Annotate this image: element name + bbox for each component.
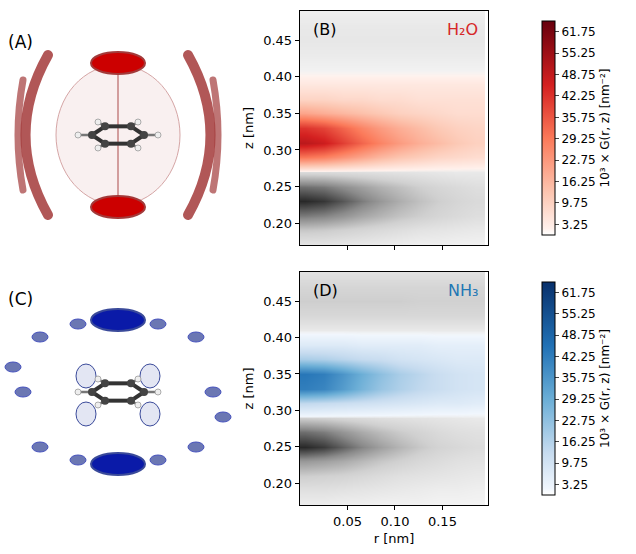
svg-text:35.75: 35.75 [561, 371, 595, 385]
svg-text:0.35: 0.35 [263, 366, 292, 381]
svg-text:35.75: 35.75 [561, 111, 595, 125]
svg-text:10³ × G(r, z) [nm⁻²]: 10³ × G(r, z) [nm⁻²] [598, 69, 612, 188]
svg-text:0.40: 0.40 [263, 69, 292, 84]
svg-text:0.20: 0.20 [263, 216, 292, 231]
svg-text:0.45: 0.45 [263, 294, 292, 309]
svg-text:(B): (B) [313, 20, 336, 39]
svg-text:r [nm]: r [nm] [374, 531, 415, 546]
svg-text:0.30: 0.30 [263, 403, 292, 418]
svg-text:22.75: 22.75 [561, 153, 595, 167]
svg-text:0.25: 0.25 [263, 439, 292, 454]
svg-text:61.75: 61.75 [561, 286, 595, 300]
svg-text:10³ × G(r, z) [nm⁻²]: 10³ × G(r, z) [nm⁻²] [598, 329, 612, 448]
svg-text:16.25: 16.25 [561, 435, 595, 449]
svg-text:22.75: 22.75 [561, 414, 595, 428]
svg-text:0.05: 0.05 [333, 514, 362, 529]
svg-text:H₂O: H₂O [447, 20, 478, 39]
svg-text:48.75: 48.75 [561, 68, 595, 82]
svg-text:0.20: 0.20 [263, 476, 292, 491]
svg-text:z [nm]: z [nm] [241, 367, 256, 409]
svg-text:0.35: 0.35 [263, 106, 292, 121]
svg-text:0.30: 0.30 [263, 142, 292, 157]
svg-text:9.75: 9.75 [561, 196, 588, 210]
svg-text:61.75: 61.75 [561, 25, 595, 39]
svg-text:55.25: 55.25 [561, 46, 595, 60]
svg-text:9.75: 9.75 [561, 456, 588, 470]
svg-text:(D): (D) [313, 281, 338, 300]
svg-text:3.25: 3.25 [561, 478, 588, 492]
svg-text:z [nm]: z [nm] [241, 107, 256, 149]
svg-text:42.25: 42.25 [561, 350, 595, 364]
svg-text:42.25: 42.25 [561, 89, 595, 103]
svg-text:0.10: 0.10 [380, 514, 409, 529]
svg-text:(C): (C) [8, 289, 33, 309]
svg-text:0.15: 0.15 [428, 514, 457, 529]
svg-text:NH₃: NH₃ [448, 281, 478, 300]
svg-text:0.45: 0.45 [263, 33, 292, 48]
svg-text:55.25: 55.25 [561, 307, 595, 321]
svg-text:29.25: 29.25 [561, 392, 595, 406]
svg-text:(A): (A) [8, 32, 33, 52]
svg-text:48.75: 48.75 [561, 328, 595, 342]
svg-text:3.25: 3.25 [561, 218, 588, 232]
svg-text:0.40: 0.40 [263, 330, 292, 345]
svg-text:16.25: 16.25 [561, 175, 595, 189]
svg-text:0.25: 0.25 [263, 179, 292, 194]
svg-text:29.25: 29.25 [561, 132, 595, 146]
